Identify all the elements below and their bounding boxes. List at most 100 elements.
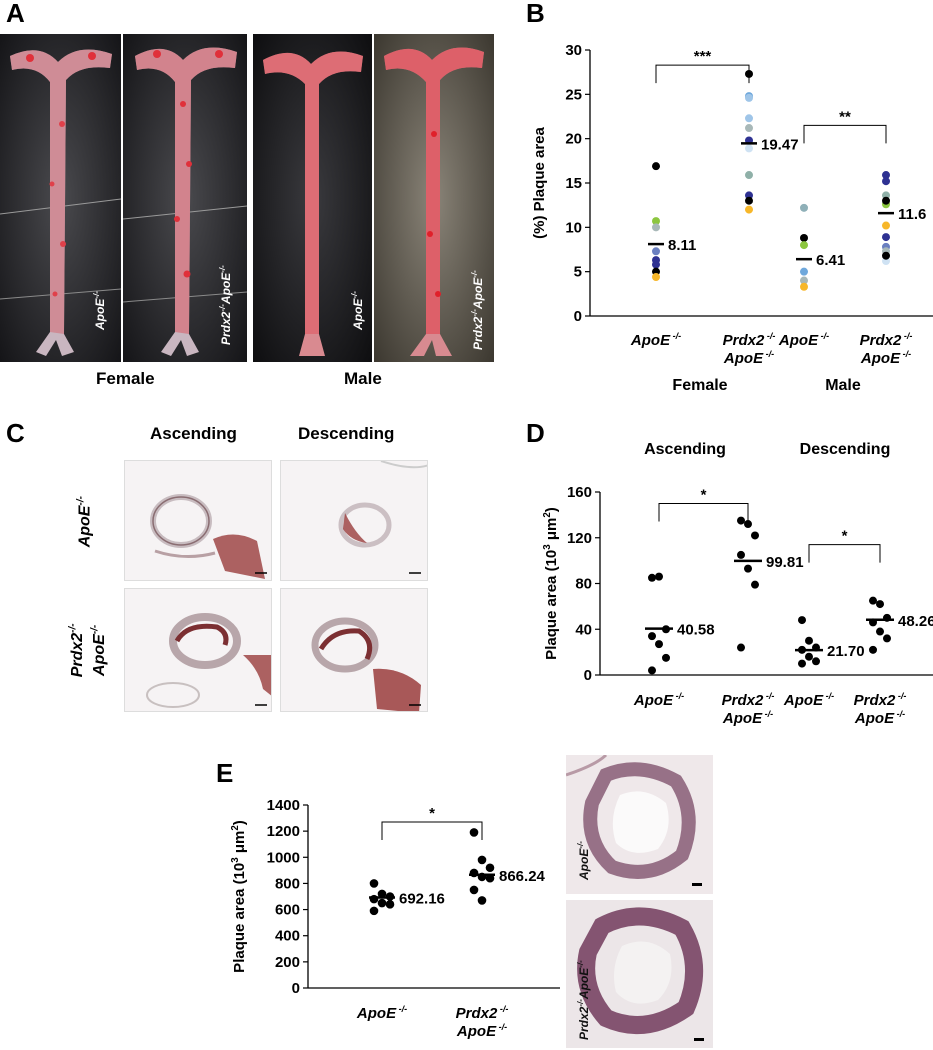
- panel-label-c: C: [6, 418, 25, 448]
- category-label: ApoE -/-: [778, 331, 829, 349]
- group-label: Male: [825, 377, 861, 394]
- data-point: [648, 666, 656, 675]
- data-point: [800, 233, 808, 242]
- data-point: [745, 93, 753, 102]
- data-point: [648, 632, 656, 641]
- y-tick-label: 30: [565, 42, 582, 59]
- y-tick-label: 800: [275, 875, 300, 892]
- data-point: [662, 653, 670, 662]
- data-point: [737, 643, 745, 652]
- data-point: [485, 873, 495, 883]
- data-point: [377, 889, 387, 899]
- col-header-descending: Descending: [298, 424, 395, 443]
- y-tick-label: 10: [565, 219, 582, 236]
- y-tick-label: 80: [575, 576, 592, 593]
- y-tick-label: 0: [584, 667, 592, 684]
- y-axis-label: Plaque area (103 μm2): [230, 820, 248, 973]
- y-tick-label: 0: [292, 980, 300, 997]
- category-label: Prdx2 -/-: [456, 1004, 509, 1022]
- data-point: [745, 196, 753, 205]
- section-title: Ascending: [644, 441, 726, 458]
- mean-label: 692.16: [399, 891, 445, 908]
- data-point: [652, 272, 660, 281]
- significance-label: ***: [694, 48, 712, 65]
- data-point: [800, 276, 808, 285]
- data-point: [882, 196, 890, 205]
- y-tick-label: 25: [565, 86, 582, 103]
- mean-label: 866.24: [499, 868, 546, 885]
- data-point: [869, 596, 877, 605]
- data-point: [751, 531, 759, 540]
- panel-label-d: D: [526, 418, 545, 448]
- data-point: [745, 114, 753, 123]
- y-tick-label: 5: [574, 264, 582, 281]
- y-tick-label: 1200: [267, 823, 300, 840]
- data-point: [737, 550, 745, 559]
- data-point: [648, 573, 656, 582]
- data-point: [882, 171, 890, 180]
- aorta-photo-male-prdx2-apoe: [374, 34, 494, 362]
- data-point: [800, 203, 808, 212]
- data-point: [655, 572, 663, 581]
- histology-ascending-prdx2-apoe: [124, 588, 272, 712]
- aorta-photo-male-apoe: [253, 34, 372, 362]
- significance-label: *: [701, 486, 707, 503]
- data-point: [805, 636, 813, 645]
- category-label: Prdx2 -/-: [723, 331, 776, 349]
- data-point: [882, 221, 890, 230]
- histology-e-prdx2-apoe: [566, 900, 713, 1048]
- photo-label-e-prdx2-apoe: Prdx2-/-ApoE-/-: [576, 960, 591, 1040]
- mean-label: 19.47: [761, 136, 799, 153]
- category-label: Prdx2 -/-: [860, 331, 913, 349]
- significance-bracket: [381, 821, 483, 840]
- data-point: [745, 124, 753, 133]
- row-label-apoe: ApoE-/-: [75, 496, 94, 548]
- data-point: [876, 627, 884, 636]
- data-point: [369, 906, 379, 916]
- data-point: [876, 600, 884, 609]
- significance-label: **: [839, 108, 851, 125]
- category-label: ApoE -/-: [633, 691, 684, 709]
- data-point: [369, 879, 379, 888]
- data-point: [369, 894, 379, 904]
- mean-label: 48.26: [898, 613, 933, 630]
- chart-b: 0 5 10 15 20 25 30 (%) Plaque area 8.11 ApoE -/- 1…: [531, 42, 933, 394]
- category-label-line2: ApoE -/-: [860, 349, 911, 367]
- data-point: [652, 217, 660, 226]
- y-tick-label: 20: [565, 131, 582, 148]
- photo-label-female-apoe: ApoE-/-: [92, 291, 107, 330]
- category-label: ApoE -/-: [356, 1004, 407, 1022]
- data-point: [745, 144, 753, 153]
- y-tick-label: 0: [574, 308, 582, 325]
- data-point: [652, 223, 660, 232]
- aorta-photo-female-prdx2-apoe: [123, 34, 247, 362]
- data-point: [812, 657, 820, 666]
- category-label: Prdx2 -/-: [854, 691, 907, 709]
- y-axis-label: Plaque area (103 μm2): [542, 507, 560, 660]
- category-label-line2: ApoE -/-: [722, 709, 773, 727]
- caption-male: Male: [344, 369, 382, 388]
- data-point: [882, 177, 890, 186]
- category-label-line2: ApoE -/-: [456, 1022, 507, 1040]
- data-point: [477, 896, 487, 905]
- y-tick-label: 600: [275, 902, 300, 919]
- category-label: ApoE -/-: [630, 331, 681, 349]
- photo-label-female-prdx2-apoe: Prdx2-/-ApoE-/-: [218, 265, 233, 345]
- data-point: [882, 233, 890, 242]
- data-point: [751, 580, 759, 589]
- data-point: [883, 634, 891, 643]
- data-point: [652, 162, 660, 171]
- data-point: [737, 516, 745, 525]
- mean-label: 11.6: [898, 206, 926, 223]
- data-point: [652, 260, 660, 269]
- data-point: [485, 863, 495, 873]
- caption-female: Female: [96, 369, 155, 388]
- panel-label-e: E: [216, 758, 234, 788]
- histology-ascending-apoe: [124, 460, 272, 581]
- photo-label-male-prdx2-apoe: Prdx2-/-ApoE-/-: [470, 270, 485, 350]
- histology-descending-apoe: [280, 460, 428, 581]
- significance-label: *: [429, 805, 435, 822]
- y-tick-label: 1000: [267, 849, 300, 866]
- mean-label: 6.41: [816, 252, 845, 269]
- data-point: [385, 900, 395, 909]
